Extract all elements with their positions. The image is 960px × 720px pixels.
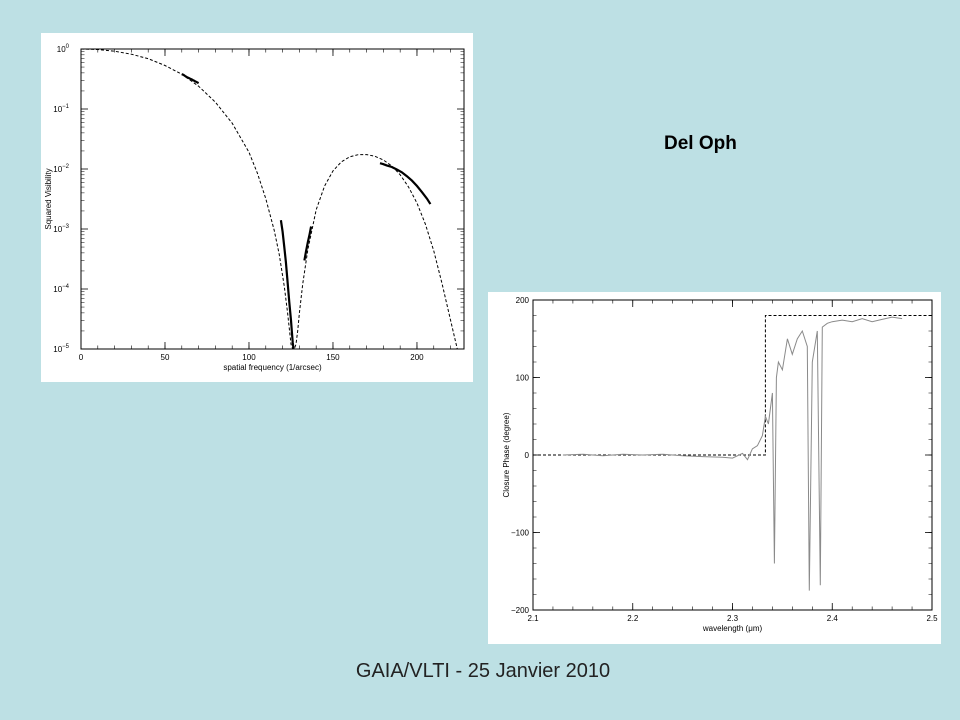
y-tick-label: 100 [57,44,70,54]
x-axis-label: wavelength (μm) [702,624,763,633]
y-tick-label: 0 [525,451,530,460]
model-curve [81,49,458,349]
x-tick-label: 2.4 [827,614,839,623]
footer: GAIA/VLTI - 25 Janvier 2010 [0,660,960,683]
y-tick-label: 10−3 [53,224,69,234]
y-tick-label: −100 [511,529,530,538]
series-group [533,315,932,591]
x-tick-label: 150 [326,353,340,362]
y-tick-label: 10−1 [53,104,69,114]
data-series [562,316,903,591]
x-tick-label: 2.3 [727,614,739,623]
x-tick-label: 200 [410,353,424,362]
star-title: Del Oph [664,133,737,154]
series-group [81,49,458,349]
closure-phase-chart-panel: 2.1 2.2 2.3 2.4 2.5 200 100 0 −100 −200 wavelength… [488,292,941,644]
y-tick-label: 10−4 [53,284,69,294]
visibility-chart-panel: 0 50 100 150 200 100 10−1 10−2 10−3 10−4 10−5 spati… [41,33,473,382]
x-tick-label: 2.2 [627,614,639,623]
plot-frame [80,48,465,350]
data-series [379,162,432,205]
model-curve [533,315,932,456]
x-tick-label: 100 [242,353,256,362]
y-tick-label: −200 [511,606,530,615]
data-series [181,73,200,85]
x-axis-label: spatial frequency (1/arcsec) [223,363,322,372]
x-tick-label: 2.1 [527,614,539,623]
x-tick-label: 0 [79,353,84,362]
data-series [303,226,313,261]
y-tick-label: 10−5 [53,344,69,354]
closure-phase-chart: 2.1 2.2 2.3 2.4 2.5 200 100 0 −100 −200 wavelength… [502,296,938,633]
footer-text: GAIA/VLTI - 25 Janvier 2010 [355,660,611,682]
y-tick-label: 200 [516,296,530,305]
y-axis-label: Closure Phase (degree) [502,412,511,497]
data-series [279,220,295,349]
x-tick-label: 50 [161,353,170,362]
y-tick-label: 100 [516,374,530,383]
y-axis-label: Squared Visibility [44,168,53,229]
x-tick-label: 2.5 [926,614,938,623]
visibility-chart: 0 50 100 150 200 100 10−1 10−2 10−3 10−4 10−5 spati… [44,44,465,372]
y-tick-label: 10−2 [53,164,69,174]
